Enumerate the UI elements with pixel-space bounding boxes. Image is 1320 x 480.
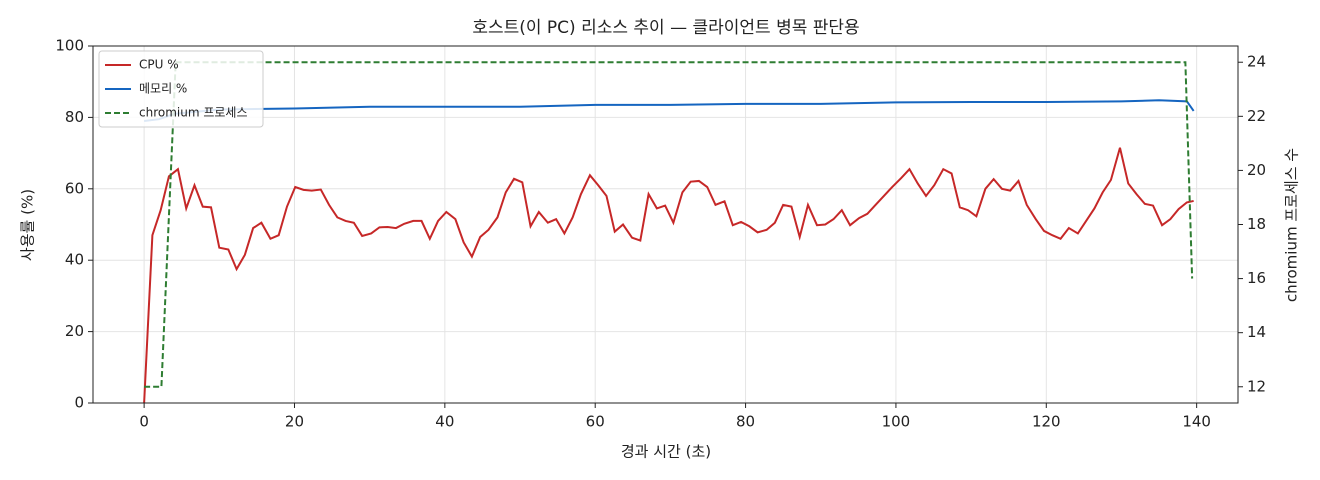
legend-label: chromium 프로세스 — [139, 106, 248, 120]
x-tick-label: 0 — [139, 413, 149, 431]
y2-tick-label: 18 — [1247, 215, 1266, 233]
legend-label: 메모리 % — [139, 82, 187, 96]
x-tick-label: 140 — [1182, 413, 1211, 431]
y2-tick-label: 22 — [1247, 107, 1266, 125]
x-tick-label: 60 — [586, 413, 605, 431]
y2-tick-label: 16 — [1247, 269, 1266, 287]
chart-title: 호스트(이 PC) 리소스 추이 — 클라이언트 병목 판단용 — [472, 18, 859, 38]
y2-axis-label: chromium 프로세스 수 — [1283, 148, 1301, 302]
y2-tick-label: 12 — [1247, 377, 1266, 395]
x-tick-label: 20 — [285, 413, 304, 431]
y-tick-label: 80 — [65, 108, 84, 126]
y2-tick-label: 14 — [1247, 323, 1266, 341]
y-tick-label: 20 — [65, 322, 84, 340]
y-tick-label: 100 — [55, 37, 84, 55]
series-line — [144, 61, 1194, 388]
y-tick-label: 40 — [65, 251, 84, 269]
x-tick-label: 100 — [882, 413, 911, 431]
legend-box — [98, 50, 264, 128]
x-tick-label: 120 — [1032, 413, 1061, 431]
x-axis-label: 경과 시간 (초) — [621, 443, 711, 461]
y-tick-label: 60 — [65, 179, 84, 197]
plot-frame — [92, 45, 1239, 404]
y-axis-label: 사용률 (%) — [19, 189, 37, 261]
legend-label: CPU % — [139, 58, 179, 72]
x-tick-label: 40 — [435, 413, 454, 431]
y-tick-label: 0 — [74, 394, 84, 412]
y2-tick-label: 20 — [1247, 161, 1266, 179]
y2-tick-label: 24 — [1247, 53, 1266, 71]
x-tick-label: 80 — [736, 413, 755, 431]
series-line — [143, 147, 1194, 404]
